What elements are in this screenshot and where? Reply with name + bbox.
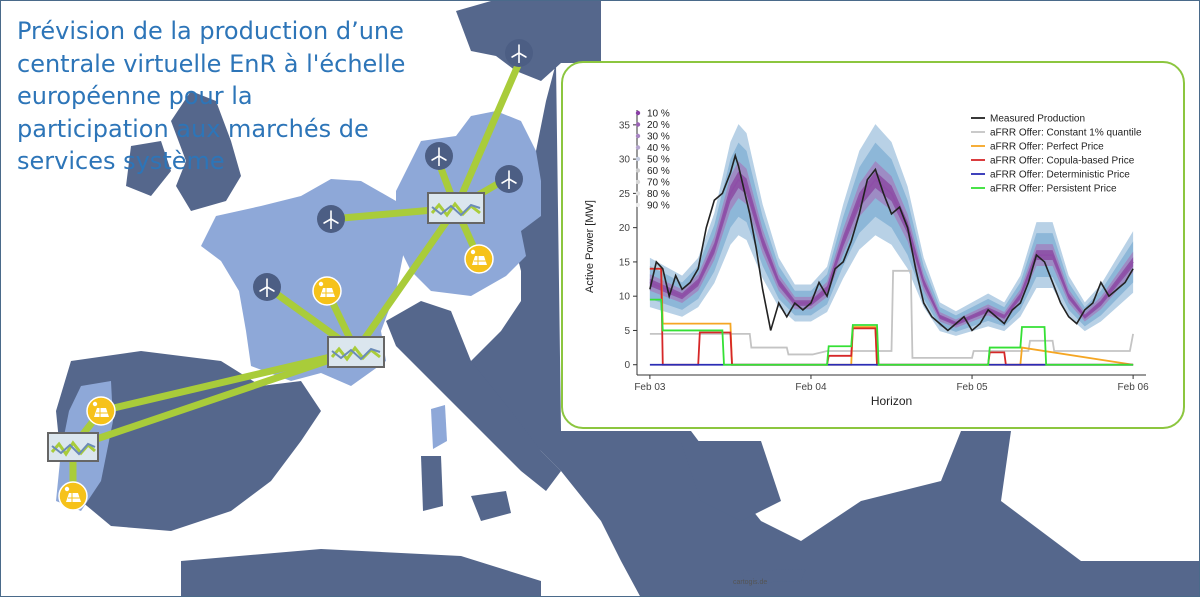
virtual-power-plant-icon <box>47 432 99 462</box>
dark-landmass <box>56 1 1199 596</box>
britain-landmass <box>171 91 241 211</box>
sardinia-landmass <box>421 456 443 511</box>
link-line <box>97 347 360 415</box>
quantile-legend-marker <box>635 145 641 150</box>
quantile-legend-label: 10 % <box>647 109 670 120</box>
quantile-legend-marker <box>635 122 641 127</box>
series-legend-label: aFRR Offer: Persistent Price <box>990 184 1117 195</box>
series-legend-label: aFRR Offer: Copula-based Price <box>990 156 1135 167</box>
y-tick-label: 25 <box>619 189 631 200</box>
solar-panel-icon <box>464 244 494 274</box>
y-tick-label: 20 <box>619 223 631 234</box>
series-line <box>649 269 1134 359</box>
y-tick-label: 0 <box>624 360 630 371</box>
forecast-chart: 0 5 10 15 20 25 30 35 Feb 03 Feb 04 Feb 05 Feb 06 Ho… <box>584 109 1150 409</box>
quantile-legend-marker <box>635 133 641 139</box>
series-line <box>649 152 1134 332</box>
series-legend-label: aFRR Offer: Deterministic Price <box>990 170 1130 181</box>
solar-panel-icon <box>312 276 342 306</box>
y-tick-label: 30 <box>619 155 631 166</box>
x-tick-label: Feb 05 <box>956 382 988 393</box>
map-credit: cartogis.de <box>733 579 768 586</box>
wind-turbine-icon <box>425 142 453 170</box>
wind-turbine-icon <box>317 205 345 233</box>
quantile-legend-marker <box>635 110 641 116</box>
link-line <box>452 59 523 212</box>
quantile-legend-marker <box>635 156 641 162</box>
virtual-power-plant-icon <box>327 336 385 368</box>
north-africa-landmass <box>181 549 541 596</box>
link-line <box>69 347 360 451</box>
x-tick-label: Feb 03 <box>634 382 666 393</box>
france-region <box>201 179 406 386</box>
y-tick-label: 10 <box>619 292 631 303</box>
quantile-legend-marker <box>635 179 641 185</box>
link-line <box>352 204 460 355</box>
median-forecast-line <box>649 178 1134 325</box>
crete-landmass <box>741 569 806 583</box>
wind-turbine-icon <box>495 165 523 193</box>
greece-landmass <box>681 441 781 521</box>
quantile-legend-label: 90 % <box>647 201 670 212</box>
map-icons <box>58 39 533 511</box>
forecast-chart-panel: 0 5 10 15 20 25 30 35 Feb 03 Feb 04 Feb 05 Feb 06 Ho… <box>561 61 1185 429</box>
solar-panel-icon <box>86 396 116 426</box>
italy-landmass <box>386 301 561 491</box>
y-axis-label: Active Power [MW] <box>584 200 596 293</box>
quantile-legend-marker <box>635 168 641 173</box>
quantile-legend-label: 50 % <box>647 155 670 166</box>
slide-title: Prévision de la production d’une central… <box>17 17 406 175</box>
y-tick-label: 15 <box>619 257 631 268</box>
series-line <box>649 298 1134 366</box>
x-axis-label: Horizon <box>871 394 912 408</box>
corsica-region <box>431 405 447 449</box>
y-tick-label: 35 <box>619 120 631 131</box>
scandinavia-landmass <box>456 1 601 81</box>
wind-turbine-icon <box>253 273 281 301</box>
solar-panel-icon <box>58 481 88 511</box>
virtual-power-plant-icon <box>427 192 485 224</box>
x-tick-label: Feb 06 <box>1118 382 1150 393</box>
quantile-legend-label: 70 % <box>647 178 670 189</box>
series-legend-label: aFRR Offer: Perfect Price <box>990 142 1104 153</box>
quantile-legend-label: 40 % <box>647 143 670 154</box>
quantile-legend-marker <box>635 191 641 196</box>
eastern-europe-landmass <box>471 63 1199 596</box>
sicily-landmass <box>471 491 511 521</box>
series-legend-label: Measured Production <box>990 114 1085 125</box>
quantile-legend-label: 30 % <box>647 132 670 143</box>
y-tick-label: 5 <box>624 326 630 337</box>
ireland-landmass <box>126 141 171 196</box>
quantile-legend-label: 60 % <box>647 166 670 177</box>
virtual-power-plant-icons <box>47 192 485 462</box>
wind-turbine-icon <box>505 39 533 67</box>
iberia-landmass <box>56 351 321 531</box>
quantile-legend-label: 20 % <box>647 120 670 131</box>
quantile-band <box>649 124 1134 336</box>
quantile-legend-label: 80 % <box>647 189 670 200</box>
series-legend-label: aFRR Offer: Constant 1% quantile <box>990 128 1142 139</box>
x-tick-label: Feb 04 <box>795 382 827 393</box>
quantile-legend-marker <box>635 202 641 208</box>
